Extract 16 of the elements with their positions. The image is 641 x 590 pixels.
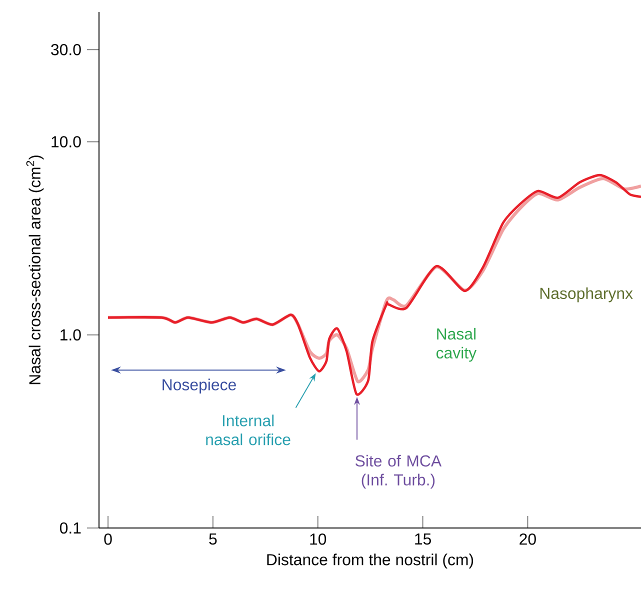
annotation: Nosepiece bbox=[162, 378, 236, 394]
x-tick-label: 5 bbox=[209, 533, 217, 545]
y-tick-label: 1.0 bbox=[60, 329, 81, 341]
annotation: Site of MCA (Inf. Turb.) bbox=[356, 454, 442, 489]
x-tick-label: 20 bbox=[520, 534, 536, 545]
y-tick-label: 10.0 bbox=[52, 136, 81, 148]
y-axis-title: Nasal cross-sectional area (cm$^{2}$) bbox=[26, 156, 44, 384]
y-tick-label: 30.0 bbox=[51, 44, 81, 56]
annotation: Nasal cavity bbox=[436, 328, 477, 362]
y-tick-label: 0.1 bbox=[60, 522, 81, 534]
annotation: Nasopharynx bbox=[540, 287, 633, 302]
x-axis-title: Distance from the nostril (cm) bbox=[267, 554, 474, 568]
x-tick-label: 10 bbox=[310, 534, 326, 545]
annotation: Internal nasal orifice bbox=[206, 414, 290, 446]
x-tick-label: 0 bbox=[104, 534, 112, 545]
x-tick-label: 15 bbox=[415, 533, 431, 545]
